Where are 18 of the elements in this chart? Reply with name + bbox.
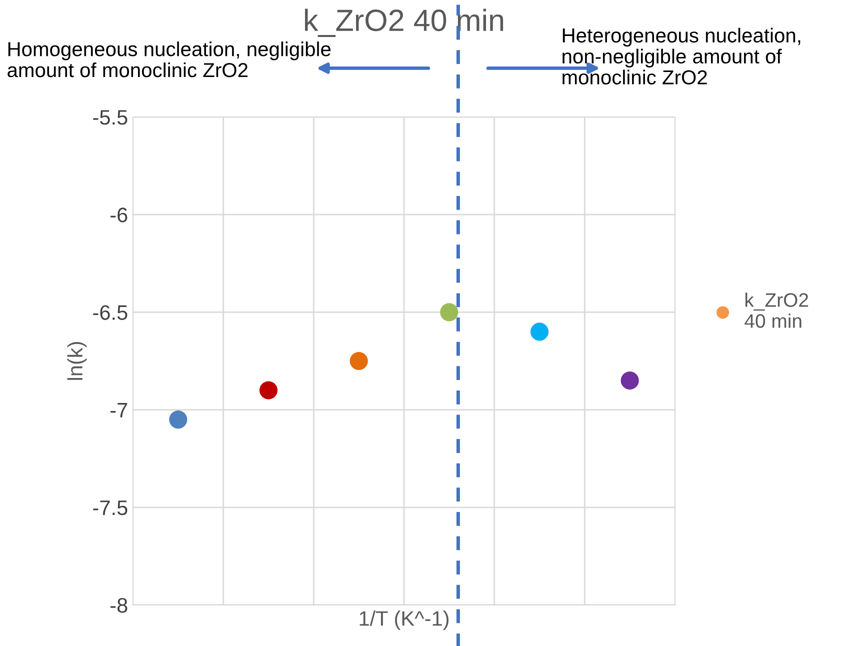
chart-title: k_ZrO2 40 min: [305, 8, 504, 37]
y-tick-label: -7: [110, 403, 128, 418]
point: [620, 371, 639, 390]
point: [530, 322, 549, 341]
text: Homogeneous nucleation, negligible amount of monoclinic ZrO2: [8, 42, 331, 78]
y-tick-label: -6.5: [93, 305, 128, 320]
point: [350, 352, 368, 370]
y-tick-label: -5.5: [93, 110, 128, 125]
y-axis-title: ln(k): [67, 342, 87, 380]
x-axis-title: 1/T (K^-1): [360, 610, 449, 630]
text: Heterogeneous nucleation, non-negligible amount of monoclinic ZrO2: [562, 28, 800, 85]
point: [169, 410, 188, 429]
y-tick-label: -7.5: [93, 500, 128, 516]
point: [440, 303, 458, 322]
y-tick-label: -6: [110, 208, 128, 222]
y-tick-label: -8: [110, 598, 128, 613]
text: k_ZrO2 40 min: [744, 292, 808, 328]
point: [259, 381, 278, 400]
